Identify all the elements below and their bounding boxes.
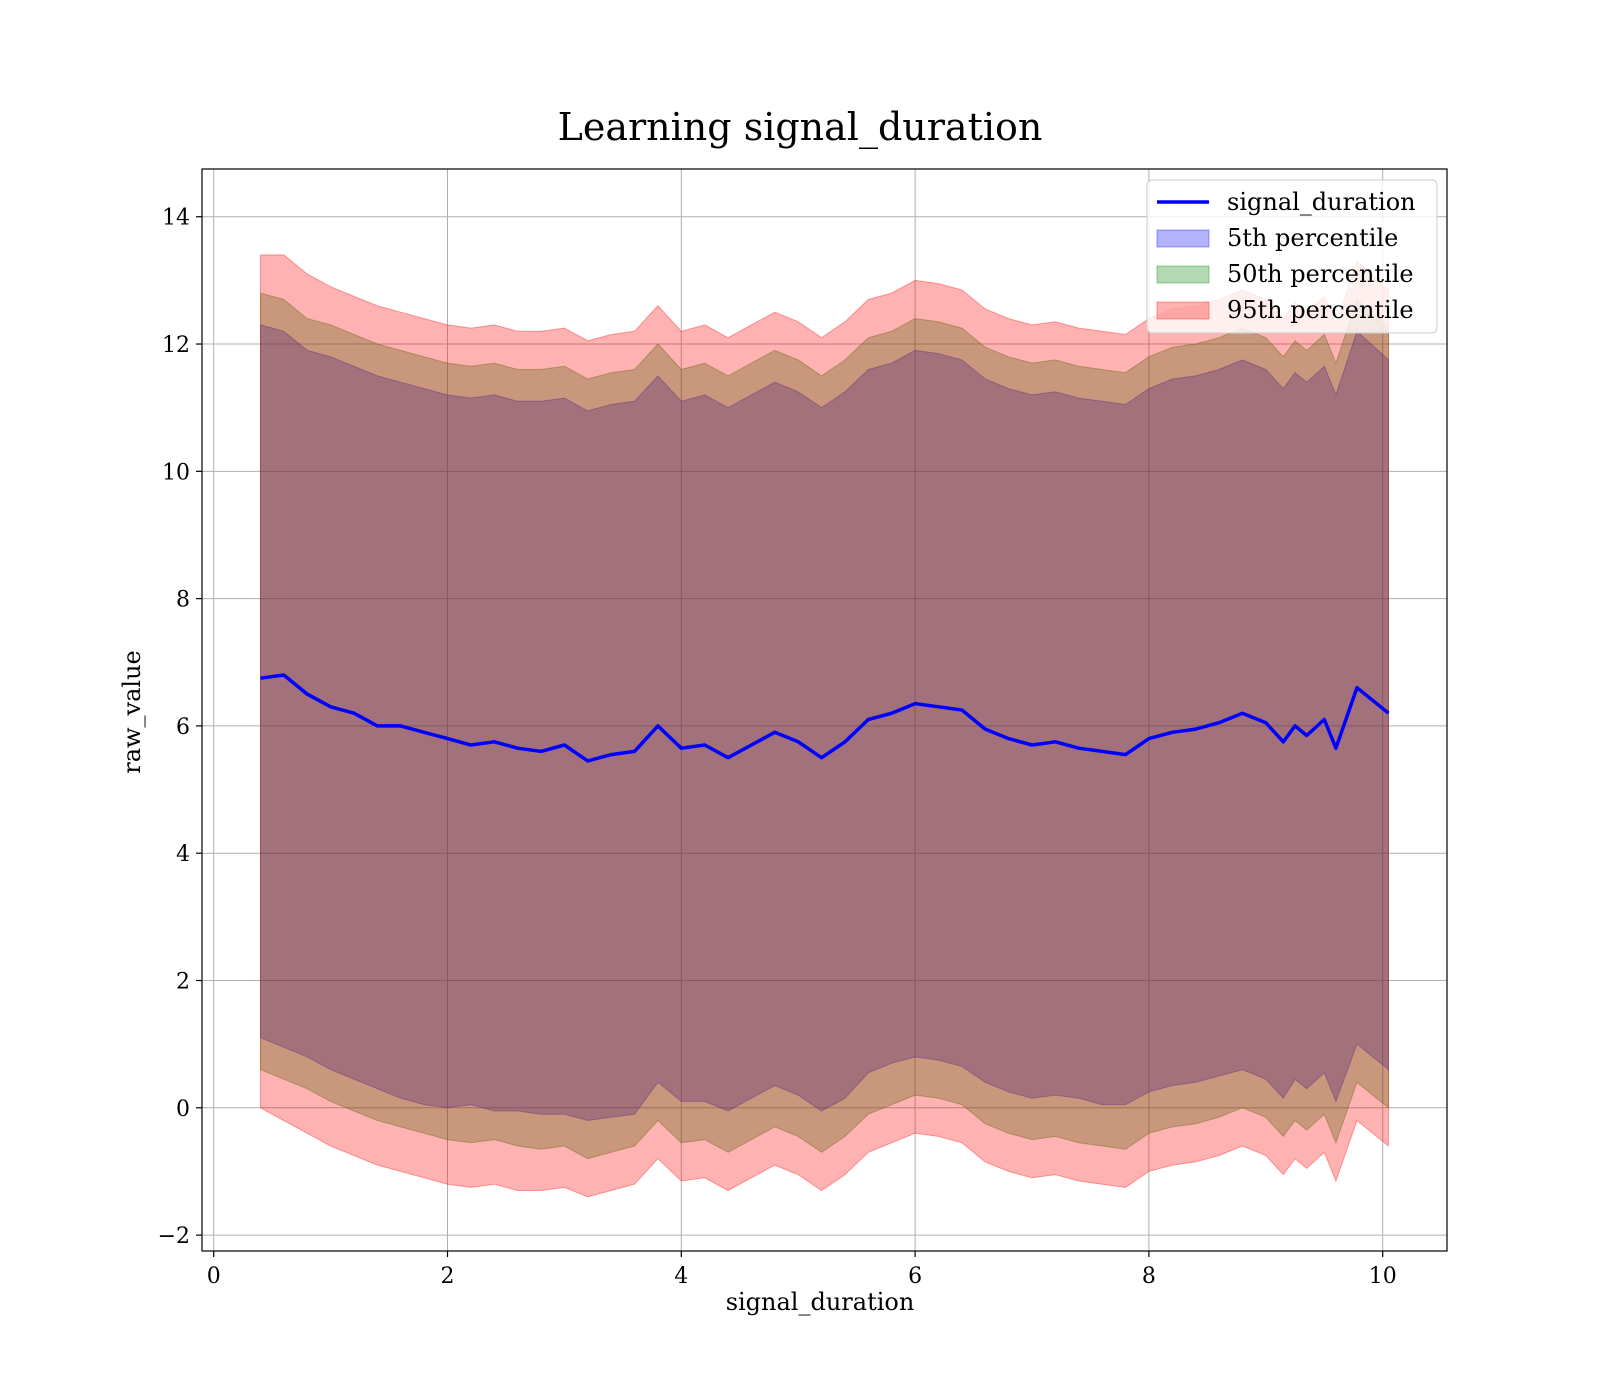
legend-label: 95th percentile <box>1227 296 1414 324</box>
95th-percentile-band <box>260 254 1389 1198</box>
y-tick-label: 8 <box>176 588 190 613</box>
legend-box <box>1146 179 1438 334</box>
plot-frame <box>201 168 1448 1252</box>
legend-label: signal_duration <box>1227 188 1416 216</box>
legend-band-swatch <box>1156 229 1210 248</box>
axis-ticks: 0 2 4 6 8 10 −2 0 2 4 6 8 10 12 14 <box>158 206 1397 1289</box>
y-axis-label: raw_value <box>118 650 146 774</box>
x-tick-label: 4 <box>674 1264 688 1289</box>
x-tick-label: 6 <box>908 1264 922 1289</box>
signal-duration-line <box>260 673 1390 763</box>
50th-percentile-band <box>260 292 1389 1160</box>
y-tick-label: 4 <box>176 842 190 867</box>
y-tick-label: 12 <box>162 333 190 358</box>
legend-band-swatch <box>1156 265 1210 284</box>
x-tick-label: 2 <box>440 1264 454 1289</box>
y-tick-label: 0 <box>176 1097 190 1122</box>
chart-title: Learning signal_duration <box>558 105 1043 150</box>
legend: signal_duration 5th percentile 50th percen… <box>1146 179 1438 334</box>
x-tick-label: 0 <box>207 1264 221 1289</box>
percentile-bands <box>260 254 1389 1198</box>
x-tick-label: 10 <box>1369 1264 1397 1289</box>
legend-label: 5th percentile <box>1227 224 1398 252</box>
y-tick-label: −2 <box>158 1224 190 1249</box>
x-axis-label: signal_duration <box>726 1288 915 1316</box>
x-tick-label: 8 <box>1142 1264 1156 1289</box>
legend-label: 50th percentile <box>1227 260 1414 288</box>
y-tick-label: 2 <box>176 970 190 995</box>
y-tick-label: 10 <box>162 460 190 485</box>
y-tick-label: 6 <box>176 715 190 740</box>
5th-percentile-band <box>260 324 1389 1122</box>
legend-band-swatch <box>1156 301 1210 320</box>
series-lines <box>260 673 1390 763</box>
y-tick-label: 14 <box>162 206 190 231</box>
